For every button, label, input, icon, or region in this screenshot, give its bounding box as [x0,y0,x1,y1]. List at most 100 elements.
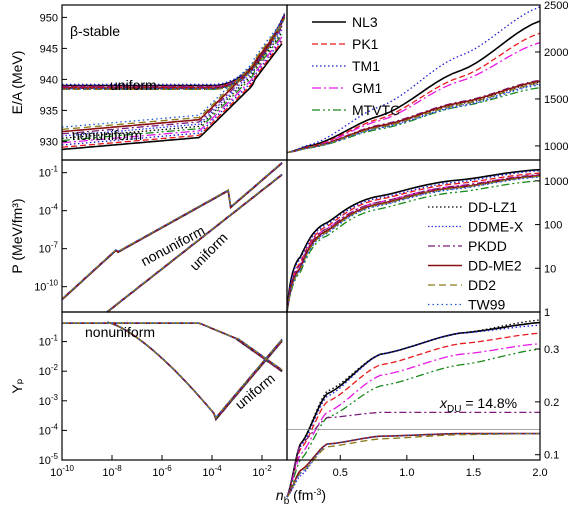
legend-label: DDME-X [468,219,524,235]
p-right-curve [286,175,541,313]
ytick-label-right: 1000 [544,176,568,188]
legend-label: TM1 [352,58,380,74]
ytick-label-right: 1000 [544,141,568,153]
ytick-label-right: 0.1 [544,450,559,462]
p-nonuniform-curve [61,162,283,301]
ea-right-curve [286,20,541,154]
p-nonuniform-curve [61,162,283,301]
legend-label: GM1 [352,80,383,96]
legend-label: PKDD [468,238,507,254]
ytick-label-right: 10 [544,263,556,275]
ea-nonuniform-curve [61,25,283,133]
beta-stable-label: β-stable [70,23,120,39]
ea-nonuniform-curve [61,43,283,151]
ytick-label: 10-3 [39,393,59,408]
du-label: xDU = 14.8% [439,395,517,415]
nonuniform-label: nonuniform [72,127,142,143]
ytick-label: 10-4 [39,203,59,218]
ytick-label-right: 1 [544,307,550,319]
ytick-label: 10-4 [39,422,59,437]
ytick-label: 10-7 [39,241,59,256]
ytick-label-right: 2500 [544,0,568,12]
xtick-label: 0.5 [333,467,348,479]
ea-nonuniform-curve [61,38,283,146]
ytick-label-right: 1500 [544,94,568,106]
xtick-label: 10-6 [152,464,172,479]
legend-label: DD-ME2 [468,258,522,274]
ytick-label: 10-10 [34,279,58,294]
yp-nonuniform-curve [62,322,283,371]
xtick-label: 1.5 [466,467,481,479]
ea-right-curve [286,6,541,154]
xtick-label: 10-8 [102,464,122,479]
ylabel: E/A (MeV) [9,51,25,115]
p-right-curve [286,174,541,313]
ea-uniform-curve [62,15,286,87]
uniform-label: uniform [110,77,157,93]
legend-label: NL3 [352,14,378,30]
p-nonuniform-curve [61,162,283,300]
yp-right-curve [286,411,540,498]
yp-right-curve [286,332,541,498]
ytick-label-right: 0.3 [544,344,559,356]
p-right-curve [286,170,541,313]
ea-nonuniform-curve [61,23,283,131]
p-uniform-curve [106,173,283,313]
ytick-label: 950 [40,12,58,24]
ytick-label-right: 100 [544,220,562,232]
ea-nonuniform-curve [61,27,283,135]
ticks-layer [61,4,541,461]
series-tw99 [61,17,541,498]
legend-label: DD2 [468,277,496,293]
p-right-curve [286,180,541,313]
p-nonuniform-curve [61,162,283,300]
ytick-label: 930 [40,136,58,148]
p-nonuniform-curve [61,162,283,300]
legend-label: MTVTC [352,102,400,118]
ytick-label: 10-1 [39,334,59,349]
ytick-label: 935 [40,105,58,117]
ytick-label: 945 [40,43,58,55]
ytick-label: 10-2 [39,363,59,378]
panel-right-0 [286,4,541,161]
xtick-label: 10-10 [50,464,74,479]
p-right-curve [286,172,541,313]
legend-label: PK1 [352,36,379,52]
ea-right-curve [286,84,541,154]
x-axis-label: nb (fm-3) [276,487,326,507]
ytick-label: 10-5 [39,452,59,467]
ea-right-curve [286,87,541,154]
ea-uniform-curve [62,13,286,86]
nonuniform-label: nonuniform [85,324,155,340]
legend-layer: NL3 PK1 TM1 GM1 MTVTC DD-LZ1 DDME-X PKDD DD-ME2 D… [312,14,524,313]
ytick-label-right: 2000 [544,47,568,59]
ea-nonuniform-curve [61,20,283,128]
yp-uniform-curve [106,321,283,419]
p-nonuniform-curve [61,162,283,300]
ea-nonuniform-curve [61,32,283,139]
xtick-label: 10-2 [252,464,272,479]
panel-right-2 [286,311,541,461]
yp-right-curve [286,432,540,498]
ytick-label: 10-1 [39,165,59,180]
ea-uniform-curve [62,17,286,90]
p-nonuniform-curve [61,162,283,300]
frames-layer [61,4,541,461]
p-right-curve [286,168,541,313]
ea-nonuniform-curve [61,36,283,144]
yp-right-curve [286,348,541,498]
ytick-label-right: 0.2 [544,397,559,409]
p-right-curve [286,176,541,313]
p-nonuniform-curve [61,162,283,301]
legend-label: DD-LZ1 [468,199,517,215]
p-nonuniform-curve [61,162,283,300]
xtick-label: 10-4 [202,464,222,479]
xtick-label: 2.0 [532,467,547,479]
legend-label: TW99 [468,297,506,313]
curves-layer [61,6,541,498]
xtick-label: 1.0 [399,467,414,479]
ylabel: P (MeV/fm³) [9,198,25,273]
ea-nonuniform-curve [61,40,283,148]
ea-nonuniform-curve [61,34,283,142]
